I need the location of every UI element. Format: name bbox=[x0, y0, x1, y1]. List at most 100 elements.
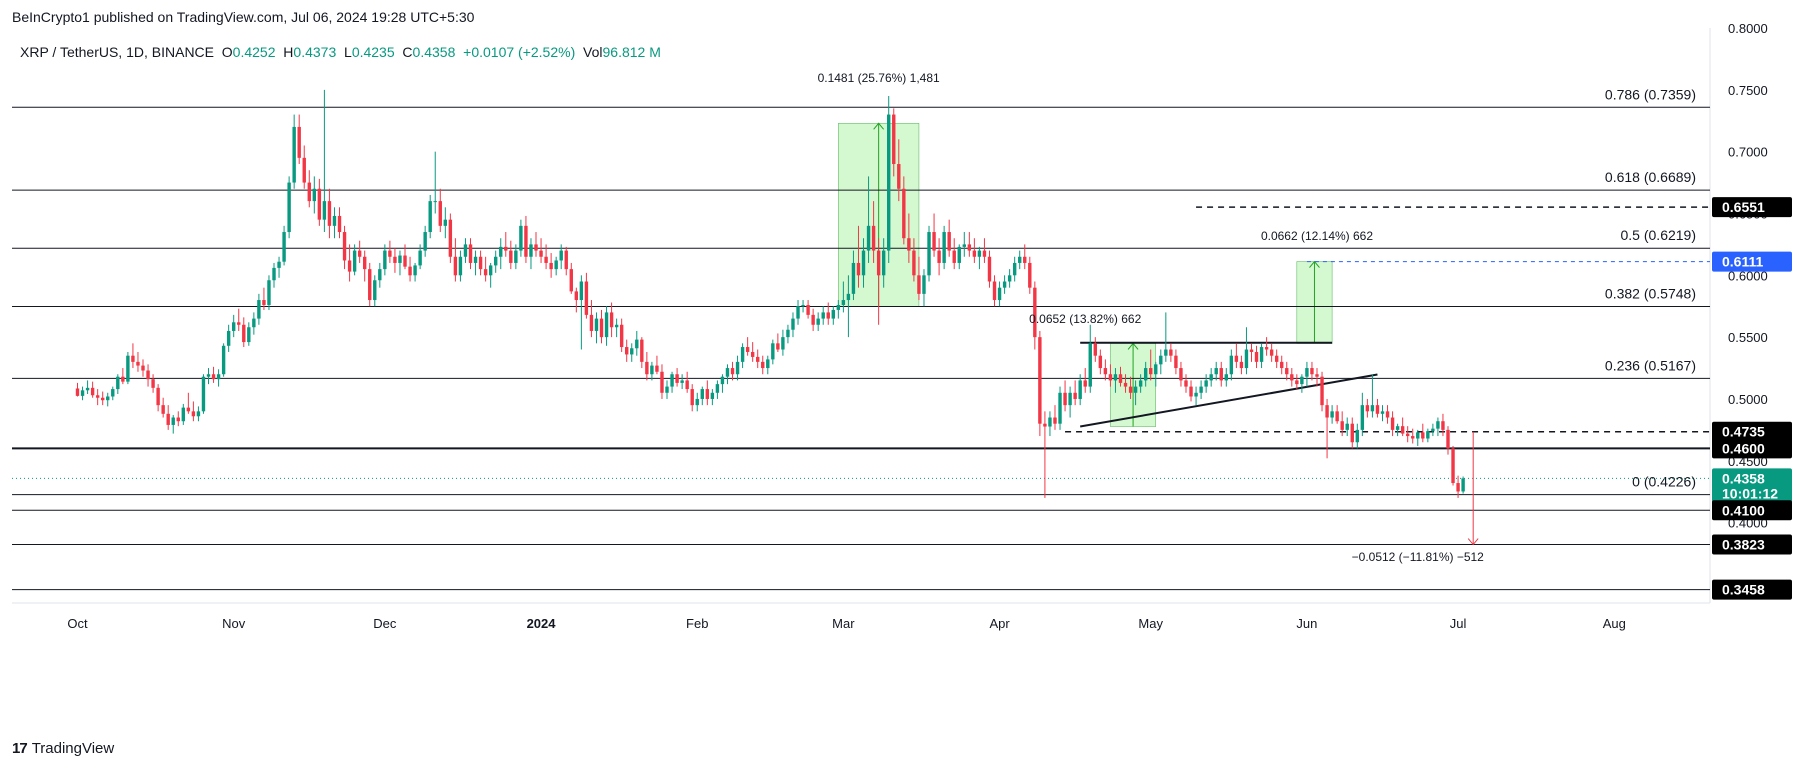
candle-body bbox=[771, 343, 775, 360]
candle-body bbox=[599, 318, 604, 338]
legend-change: +0.0107 (+2.52%) bbox=[463, 44, 576, 60]
candle-body bbox=[423, 232, 427, 251]
candle-body bbox=[111, 389, 115, 397]
candle-body bbox=[1411, 436, 1415, 439]
candle-body bbox=[625, 347, 629, 355]
x-tick-label: Jul bbox=[1450, 616, 1467, 631]
candle-body bbox=[1204, 380, 1208, 387]
candle-body bbox=[1370, 405, 1375, 412]
candle-body bbox=[499, 246, 503, 257]
candle-body bbox=[851, 262, 856, 294]
fib-level-label: 0.5 (0.6219) bbox=[1621, 227, 1697, 243]
price-badge[interactable] bbox=[1712, 251, 1792, 272]
candle-body bbox=[630, 348, 634, 355]
candle-body bbox=[247, 327, 251, 343]
candle-body bbox=[660, 371, 664, 393]
candle-body bbox=[176, 417, 180, 422]
candle-body bbox=[211, 374, 216, 380]
candle-body bbox=[766, 359, 770, 369]
candle-body bbox=[393, 256, 397, 263]
y-tick-label: 0.7000 bbox=[1728, 145, 1768, 160]
candle-body bbox=[1199, 386, 1203, 393]
candle-body bbox=[1315, 374, 1319, 377]
measure-arrowhead bbox=[873, 122, 885, 130]
candle-body bbox=[1431, 428, 1435, 432]
candle-body bbox=[1048, 417, 1052, 427]
candle-body bbox=[166, 413, 170, 425]
candle-body bbox=[1285, 368, 1289, 375]
candle-body bbox=[1098, 355, 1103, 369]
price-badge[interactable] bbox=[1712, 534, 1792, 555]
candle-body bbox=[549, 262, 553, 270]
fib-level-label: 0.382 (0.5748) bbox=[1605, 285, 1696, 301]
candle-body bbox=[715, 384, 720, 393]
candle-body bbox=[831, 309, 835, 319]
candle-body bbox=[221, 345, 226, 375]
price-badge[interactable] bbox=[1712, 579, 1792, 600]
candle-body bbox=[302, 157, 306, 183]
measure-annotation: 0.0652 (13.82%) 662 bbox=[1029, 312, 1141, 326]
candle-body bbox=[554, 260, 558, 270]
tradingview-logo-icon: 17 bbox=[12, 740, 28, 757]
candle-body bbox=[509, 250, 513, 263]
candle-body bbox=[720, 376, 725, 385]
candle-body bbox=[1038, 337, 1042, 424]
candle-body bbox=[216, 374, 221, 380]
candle-body bbox=[282, 232, 286, 262]
candle-body bbox=[1219, 368, 1223, 381]
candle-body bbox=[821, 312, 825, 319]
tradingview-brand[interactable]: 17 TradingView bbox=[12, 740, 114, 757]
price-badge-label: 0.3458 bbox=[1722, 582, 1765, 598]
price-badge[interactable] bbox=[1712, 438, 1792, 459]
candle-body bbox=[297, 126, 301, 158]
candle-body bbox=[1053, 417, 1057, 424]
candle-body bbox=[887, 114, 891, 251]
trendline[interactable] bbox=[1080, 373, 1378, 428]
price-badge[interactable] bbox=[1712, 197, 1792, 218]
candle-body bbox=[1239, 361, 1244, 369]
candle-body bbox=[1295, 380, 1299, 385]
candle-body bbox=[408, 266, 412, 276]
candle-body bbox=[967, 244, 972, 251]
candle-body bbox=[468, 244, 473, 263]
y-tick-label: 0.6000 bbox=[1728, 268, 1768, 283]
candle-body bbox=[186, 407, 191, 412]
candle-body bbox=[781, 337, 785, 350]
legend-symbol[interactable]: XRP / TetherUS, 1D, BINANCE bbox=[20, 44, 214, 60]
candle-body bbox=[912, 250, 916, 276]
candle-body bbox=[841, 300, 846, 305]
candle-body bbox=[277, 261, 281, 268]
candle-body bbox=[272, 267, 276, 281]
candle-body bbox=[1330, 411, 1334, 418]
price-badge[interactable] bbox=[1712, 421, 1792, 442]
candle-body bbox=[1068, 392, 1072, 406]
candle-body bbox=[559, 250, 563, 261]
candle-body bbox=[483, 269, 488, 276]
candle-body bbox=[1300, 376, 1304, 385]
price-badge[interactable] bbox=[1712, 500, 1792, 521]
candle-body bbox=[418, 250, 422, 266]
candle-body bbox=[332, 215, 337, 226]
measure-arrowhead bbox=[1309, 260, 1320, 268]
candle-body bbox=[433, 201, 437, 203]
candle-body bbox=[453, 256, 458, 276]
candle-body bbox=[640, 339, 644, 362]
brand-name: TradingView bbox=[31, 740, 115, 757]
candle-body bbox=[1360, 405, 1365, 430]
candle-body bbox=[1436, 421, 1440, 429]
candle-body bbox=[1209, 374, 1213, 381]
candle-body bbox=[347, 260, 352, 272]
candle-body bbox=[368, 269, 372, 301]
price-badge[interactable] bbox=[1712, 468, 1792, 503]
candle-body bbox=[1244, 349, 1249, 369]
candle-body bbox=[776, 343, 780, 350]
candle-body bbox=[1174, 355, 1178, 369]
candle-body bbox=[1446, 429, 1450, 449]
candle-body bbox=[448, 219, 453, 257]
candle-body bbox=[977, 250, 982, 257]
x-tick-label: Oct bbox=[67, 616, 88, 631]
candle-body bbox=[1018, 256, 1022, 263]
candle-body bbox=[1189, 386, 1193, 397]
candle-body bbox=[761, 361, 765, 369]
